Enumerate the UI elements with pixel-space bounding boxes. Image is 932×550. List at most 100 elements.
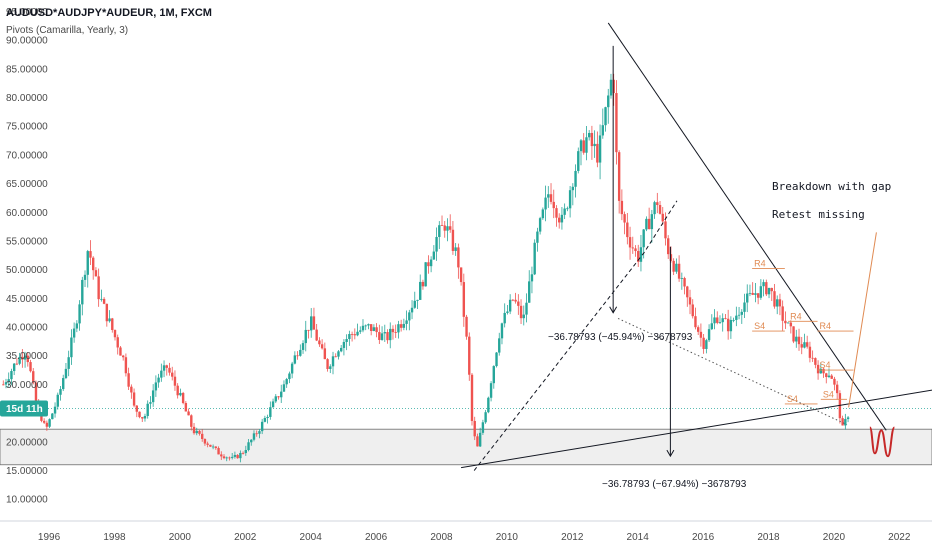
candle xyxy=(786,322,790,324)
pivot-level-r4: R4 xyxy=(788,311,818,322)
candle xyxy=(372,324,376,332)
candle-body xyxy=(121,355,125,358)
candle-body xyxy=(307,329,310,331)
candle xyxy=(664,212,667,246)
candle xyxy=(111,317,114,333)
candle xyxy=(310,308,313,338)
candle-body xyxy=(337,351,340,357)
candle-body xyxy=(498,338,501,353)
candle-body xyxy=(612,79,615,94)
candle-body xyxy=(726,318,730,332)
y-axis[interactable]: 95.00000 90.00000 85.00000 80.00000 75.00000… xyxy=(6,7,48,506)
candle-body xyxy=(615,93,618,153)
candle xyxy=(326,358,329,372)
candle xyxy=(536,227,539,252)
candle-body xyxy=(737,314,741,316)
candle-body xyxy=(386,332,389,341)
candle xyxy=(835,380,839,400)
candle xyxy=(329,364,332,374)
candle-body xyxy=(160,370,163,378)
candle-body xyxy=(179,392,182,396)
candle-body xyxy=(566,208,569,210)
candle xyxy=(566,206,569,212)
candle xyxy=(492,365,495,389)
candle xyxy=(386,329,389,344)
trendlines-layer xyxy=(461,22,932,471)
candle-body xyxy=(201,433,204,440)
candle xyxy=(171,366,174,381)
candle-body xyxy=(724,318,727,320)
candle-body xyxy=(329,366,332,369)
candle-body xyxy=(694,316,697,328)
candle xyxy=(315,323,318,342)
candle xyxy=(230,452,234,460)
y-tick-label: 65.00000 xyxy=(6,179,48,190)
candle-body xyxy=(138,411,141,418)
candle-body xyxy=(181,392,185,404)
candle xyxy=(214,446,218,450)
candle xyxy=(522,305,525,326)
candle-body xyxy=(688,297,692,305)
candle xyxy=(157,373,160,388)
candle xyxy=(293,351,297,365)
candle xyxy=(26,352,29,367)
x-tick-label: 1996 xyxy=(38,532,61,543)
candle xyxy=(487,396,490,414)
x-tick-label: 2006 xyxy=(365,532,388,543)
candle-body xyxy=(198,430,201,434)
candle-body xyxy=(220,454,223,457)
candle-body xyxy=(353,334,357,336)
candle-body xyxy=(367,324,370,326)
candle-body xyxy=(800,344,803,348)
price-badge[interactable]: 15d 11h xyxy=(0,400,48,417)
candle-body xyxy=(508,299,512,312)
candle xyxy=(427,255,430,274)
forecast-line xyxy=(848,232,877,408)
candle-body xyxy=(628,237,632,248)
candle xyxy=(378,324,381,344)
candle xyxy=(454,243,457,256)
x-tick-label: 2012 xyxy=(561,532,584,543)
candle-body xyxy=(686,286,689,298)
candle-body xyxy=(841,418,844,426)
candle xyxy=(32,368,35,385)
measure-arrows-layer xyxy=(609,45,675,458)
candle-body xyxy=(770,287,773,292)
candle xyxy=(470,373,474,426)
candle xyxy=(361,319,365,333)
candle-body xyxy=(195,430,198,434)
candle xyxy=(667,235,670,259)
candle xyxy=(533,239,536,276)
candle xyxy=(448,214,452,233)
candle xyxy=(729,316,733,339)
candle xyxy=(432,245,436,260)
candle xyxy=(710,314,714,331)
candle xyxy=(86,249,89,288)
candle-body xyxy=(789,322,793,327)
candle xyxy=(615,80,618,165)
candle-body xyxy=(378,332,381,340)
candle xyxy=(201,429,204,442)
x-tick-label: 1998 xyxy=(103,532,126,543)
candle-body xyxy=(230,456,234,458)
candle-body xyxy=(696,327,700,332)
y-tick-label: 35.00000 xyxy=(6,351,48,362)
candle-body xyxy=(42,420,46,423)
candle-body xyxy=(473,420,476,437)
candle xyxy=(653,200,656,219)
candle-body xyxy=(105,303,109,322)
candle-body xyxy=(225,457,228,459)
candle xyxy=(236,454,239,459)
candle-body xyxy=(282,384,286,392)
candle-body xyxy=(579,140,583,152)
measure-label-2: −36.78793 (−67.94%) −3678793 xyxy=(602,479,747,490)
candle-body xyxy=(607,95,610,108)
candle xyxy=(762,279,765,297)
candle-body xyxy=(416,299,419,301)
candle xyxy=(121,354,125,361)
candle xyxy=(830,374,833,379)
candle xyxy=(34,380,38,403)
x-axis[interactable]: 1996 1998 2000 2002 2004 2006 2008 2010 2012 2014… xyxy=(38,532,911,543)
